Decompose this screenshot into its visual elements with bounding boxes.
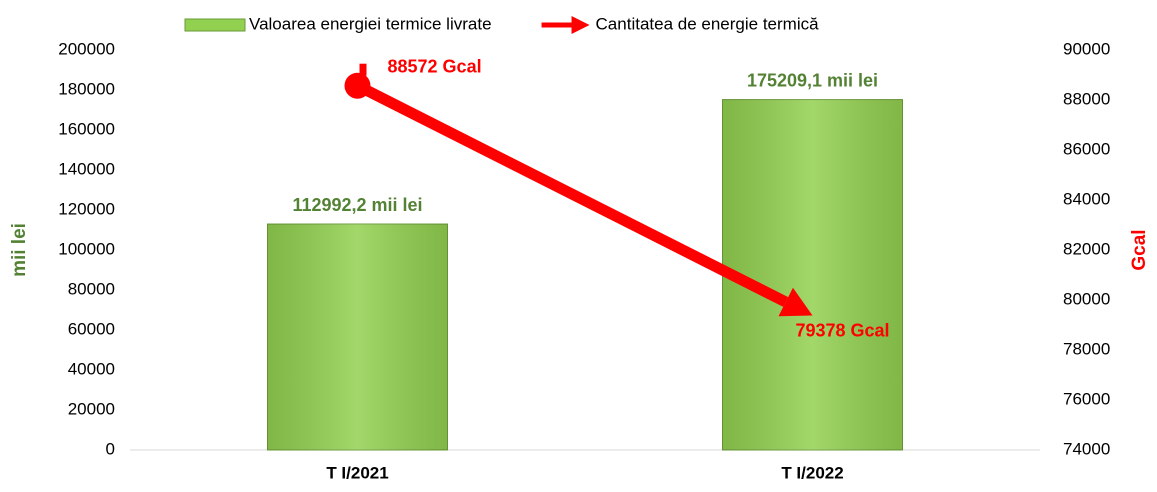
x-tick-label: T I/2022 — [781, 463, 843, 482]
y2-tick-label: 90000 — [1063, 39, 1110, 58]
legend-swatch — [184, 18, 246, 32]
y-tick-label: 160000 — [58, 119, 115, 138]
bar-value-label: 175209,1 mii lei — [747, 70, 878, 90]
y-axis-label: mii lei — [9, 223, 30, 277]
arrow-head — [778, 287, 813, 317]
y2-tick-label: 78000 — [1063, 339, 1110, 358]
legend-label: Valoarea energiei termice livrate — [249, 14, 492, 33]
y2-tick-label: 88000 — [1063, 89, 1110, 108]
legend-label: Cantitatea de energie termică — [596, 14, 820, 33]
y-tick-label: 200000 — [58, 39, 115, 58]
line-start-marker — [344, 72, 371, 99]
y2-tick-label: 74000 — [1063, 439, 1110, 458]
line-value-label: 88572 Gcal — [388, 56, 482, 76]
y2-tick-label: 80000 — [1063, 289, 1110, 308]
label-tick — [359, 63, 367, 76]
y2-tick-label: 86000 — [1063, 139, 1110, 158]
y2-tick-label: 84000 — [1063, 189, 1110, 208]
y2-axis-label: Gcal — [1129, 229, 1150, 270]
y-tick-label: 100000 — [58, 239, 115, 258]
legend-arrow — [571, 16, 590, 34]
y-tick-label: 120000 — [58, 199, 115, 218]
y-tick-label: 0 — [106, 439, 115, 458]
bar-value-label: 112992,2 mii lei — [292, 195, 422, 215]
bar-shade — [267, 224, 448, 450]
y-tick-label: 60000 — [68, 319, 115, 338]
x-tick-label: T I/2021 — [326, 463, 388, 482]
y-tick-label: 80000 — [68, 279, 115, 298]
y2-tick-label: 82000 — [1063, 239, 1110, 258]
line — [355, 80, 789, 307]
y-tick-label: 40000 — [68, 359, 115, 378]
bar-shade — [722, 99, 903, 451]
y2-tick-label: 76000 — [1063, 389, 1110, 408]
y-tick-label: 140000 — [58, 159, 115, 178]
line-value-label: 79378 Gcal — [795, 320, 889, 340]
y-tick-label: 180000 — [58, 79, 115, 98]
y-tick-label: 20000 — [68, 399, 115, 418]
